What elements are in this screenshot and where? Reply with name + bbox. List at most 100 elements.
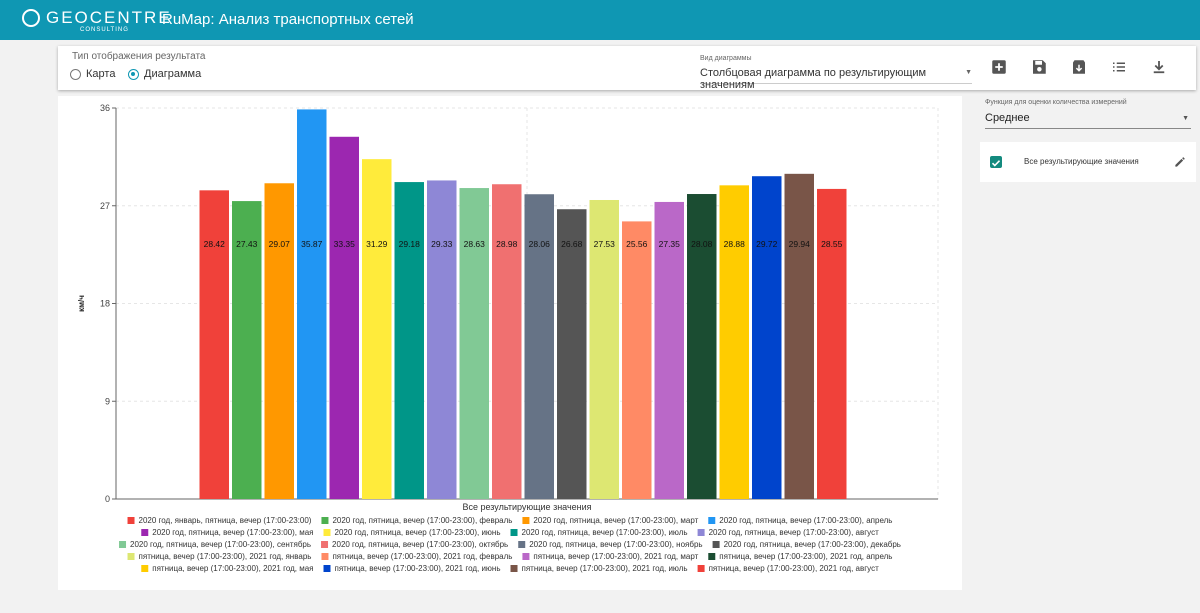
- bar-value-label: 27.35: [659, 239, 681, 249]
- legend-label: пятница, вечер (17:00-23:00), 2021 год, …: [709, 564, 879, 573]
- bar-7[interactable]: [394, 182, 425, 499]
- bar-6[interactable]: [362, 159, 392, 500]
- legend-item[interactable]: 2020 год, пятница, вечер (17:00-23:00), …: [518, 540, 703, 549]
- bar-10[interactable]: [492, 184, 522, 499]
- legend-item[interactable]: 2020 год, январь, пятница, вечер (17:00-…: [127, 516, 312, 525]
- series-checkbox[interactable]: [990, 156, 1002, 168]
- bar-value-label: 27.43: [236, 239, 258, 249]
- bar-16[interactable]: [687, 194, 717, 499]
- legend-item[interactable]: 2020 год, пятница, вечер (17:00-23:00), …: [321, 516, 512, 525]
- legend-item[interactable]: пятница, вечер (17:00-23:00), 2021 год, …: [141, 564, 314, 573]
- bar-20[interactable]: [817, 188, 847, 499]
- add-chart-icon[interactable]: [990, 58, 1008, 76]
- result-toolbar: Тип отображения результата Карта Диаграм…: [58, 46, 1196, 91]
- legend-item[interactable]: 2020 год, пятница, вечер (17:00-23:00), …: [323, 528, 501, 537]
- legend-item[interactable]: 2020 год, пятница, вечер (17:00-23:00), …: [522, 516, 699, 525]
- archive-icon[interactable]: [1070, 58, 1088, 76]
- legend-item[interactable]: пятница, вечер (17:00-23:00), 2021 год, …: [323, 564, 501, 573]
- bar-11[interactable]: [524, 194, 555, 499]
- logo-sub-text: CONSULTING: [80, 27, 129, 33]
- legend-swatch: [697, 529, 705, 536]
- bar-1[interactable]: [199, 190, 230, 500]
- radio-map[interactable]: Карта: [70, 68, 115, 80]
- chart-type-label: Вид диаграммы: [700, 55, 752, 62]
- legend-label: 2020 год, пятница, вечер (17:00-23:00), …: [332, 516, 512, 525]
- bar-value-label: 26.68: [561, 239, 583, 249]
- chart-type-select[interactable]: Столбцовая диаграмма по результирующим з…: [700, 67, 972, 91]
- legend-item[interactable]: 2020 год, пятница, вечер (17:00-23:00), …: [708, 516, 892, 525]
- legend-item[interactable]: 2020 год, пятница, вечер (17:00-23:00), …: [697, 528, 879, 537]
- bar-13[interactable]: [589, 199, 620, 499]
- legend-swatch: [127, 517, 135, 524]
- series-label: Все результирующие значения: [1024, 157, 1139, 166]
- app-title: RuMap: Анализ транспортных сетей: [162, 11, 414, 28]
- legend-swatch: [510, 529, 518, 536]
- bar-value-label: 35.87: [301, 239, 323, 249]
- y-tick-label: 9: [105, 396, 110, 406]
- legend-item[interactable]: 2020 год, пятница, вечер (17:00-23:00), …: [321, 540, 508, 549]
- function-select[interactable]: Среднее ▼: [985, 112, 1191, 129]
- edit-icon[interactable]: [1173, 155, 1187, 169]
- legend-item[interactable]: пятница, вечер (17:00-23:00), 2021 год, …: [510, 564, 688, 573]
- y-tick-label: 27: [100, 201, 110, 211]
- bar-value-label: 31.29: [366, 239, 388, 249]
- bar-15[interactable]: [654, 201, 685, 499]
- y-tick-label: 36: [100, 103, 110, 113]
- check-icon: [991, 160, 1001, 167]
- bar-5[interactable]: [329, 136, 360, 499]
- save-icon[interactable]: [1030, 58, 1048, 76]
- radio-map-circle[interactable]: [70, 68, 81, 80]
- list-icon[interactable]: [1110, 58, 1128, 76]
- legend-item[interactable]: пятница, вечер (17:00-23:00), 2021 год, …: [697, 564, 879, 573]
- bar-17[interactable]: [719, 185, 750, 499]
- legend-swatch: [323, 529, 331, 536]
- legend-item[interactable]: пятница, вечер (17:00-23:00), 2021 год, …: [708, 552, 892, 561]
- legend-label: пятница, вечер (17:00-23:00), 2021 год, …: [139, 552, 312, 561]
- legend-swatch: [712, 541, 720, 548]
- bar-value-label: 28.98: [496, 239, 518, 249]
- bar-9[interactable]: [459, 188, 490, 499]
- bar-19[interactable]: [784, 173, 815, 499]
- chevron-down-icon: ▼: [1182, 115, 1189, 122]
- bar-18[interactable]: [752, 176, 782, 500]
- logo-main-text: GEOCENTRE: [46, 8, 172, 27]
- legend-item[interactable]: 2020 год, пятница, вечер (17:00-23:00), …: [119, 540, 311, 549]
- chart-type-value: Столбцовая диаграмма по результирующим з…: [700, 67, 927, 91]
- legend-item[interactable]: пятница, вечер (17:00-23:00), 2021 год, …: [522, 552, 699, 561]
- bar-2[interactable]: [232, 201, 262, 499]
- bar-3[interactable]: [264, 183, 295, 499]
- bar-value-label: 28.55: [821, 239, 843, 249]
- legend-label: пятница, вечер (17:00-23:00), 2021 год, …: [719, 552, 892, 561]
- bar-value-label: 29.72: [756, 239, 778, 249]
- bar-value-label: 28.42: [204, 239, 226, 249]
- download-icon[interactable]: [1150, 58, 1168, 76]
- bar-value-label: 29.33: [431, 239, 453, 249]
- y-tick-label: 0: [105, 494, 110, 504]
- chevron-down-icon: ▼: [965, 69, 972, 76]
- legend-label: пятница, вечер (17:00-23:00), 2021 год, …: [522, 564, 688, 573]
- bar-14[interactable]: [622, 221, 652, 499]
- bar-value-label: 29.94: [789, 239, 811, 249]
- bar-value-label: 28.88: [724, 239, 746, 249]
- legend-label: 2020 год, пятница, вечер (17:00-23:00), …: [332, 540, 508, 549]
- display-type-title: Тип отображения результата: [72, 51, 206, 62]
- bar-value-label: 29.18: [399, 239, 421, 249]
- logo[interactable]: GEOCENTRE CONSULTING: [22, 6, 170, 36]
- radio-chart-label: Диаграмма: [144, 68, 202, 80]
- bar-4[interactable]: [297, 109, 327, 500]
- legend-item[interactable]: 2020 год, пятница, вечер (17:00-23:00), …: [712, 540, 901, 549]
- legend-label: пятница, вечер (17:00-23:00), 2021 год, …: [332, 552, 512, 561]
- legend-item[interactable]: 2020 год, пятница, вечер (17:00-23:00), …: [510, 528, 688, 537]
- legend-swatch: [697, 565, 705, 572]
- legend-swatch: [119, 541, 127, 548]
- radio-chart[interactable]: Диаграмма: [128, 68, 201, 80]
- legend-swatch: [708, 553, 716, 560]
- bar-8[interactable]: [427, 180, 457, 499]
- bar-12[interactable]: [557, 209, 587, 499]
- legend-item[interactable]: пятница, вечер (17:00-23:00), 2021 год, …: [321, 552, 512, 561]
- bar-value-label: 28.63: [464, 239, 486, 249]
- radio-chart-circle[interactable]: [128, 68, 139, 80]
- legend-item[interactable]: пятница, вечер (17:00-23:00), 2021 год, …: [127, 552, 312, 561]
- y-tick-label: 18: [100, 299, 110, 309]
- legend-item[interactable]: 2020 год, пятница, вечер (17:00-23:00), …: [141, 528, 314, 537]
